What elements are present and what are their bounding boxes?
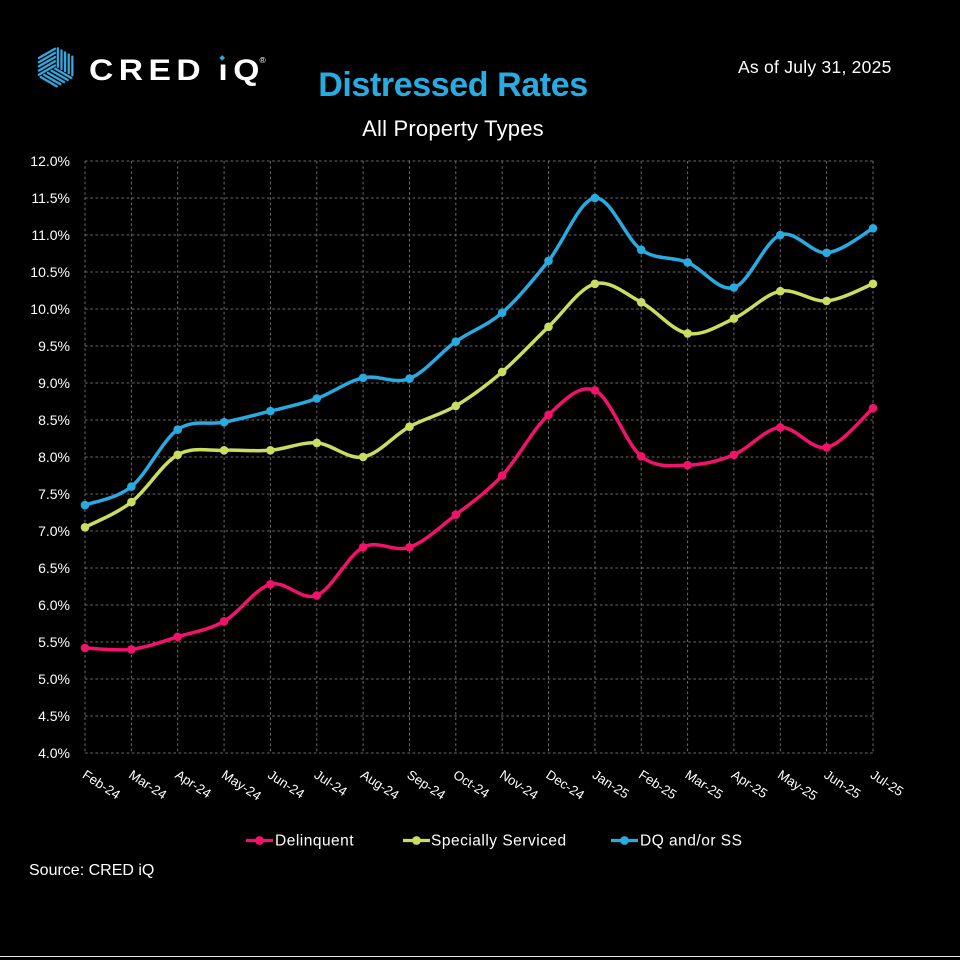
svg-text:Aug-24: Aug-24 (358, 767, 402, 803)
svg-text:Apr-24: Apr-24 (173, 767, 214, 801)
svg-text:Apr-25: Apr-25 (729, 767, 770, 801)
svg-text:Delinquent: Delinquent (275, 833, 354, 850)
svg-text:12.0%: 12.0% (30, 153, 70, 169)
svg-text:DQ and/or SS: DQ and/or SS (640, 833, 743, 850)
svg-text:Jun-25: Jun-25 (821, 767, 863, 802)
svg-text:10.0%: 10.0% (30, 301, 70, 317)
svg-text:Feb-24: Feb-24 (80, 767, 123, 802)
svg-text:9.0%: 9.0% (38, 375, 70, 391)
svg-text:Feb-25: Feb-25 (636, 767, 679, 802)
svg-text:May-25: May-25 (775, 767, 820, 804)
svg-text:Jun-24: Jun-24 (265, 767, 307, 802)
svg-text:Jul-25: Jul-25 (868, 767, 906, 799)
svg-text:4.5%: 4.5% (38, 708, 70, 724)
svg-text:11.0%: 11.0% (31, 227, 70, 243)
svg-text:Jan-25: Jan-25 (590, 767, 632, 802)
svg-text:9.5%: 9.5% (38, 338, 70, 354)
svg-text:Specially Serviced: Specially Serviced (431, 833, 567, 850)
svg-text:5.0%: 5.0% (38, 671, 70, 687)
svg-text:Sep-24: Sep-24 (404, 767, 448, 803)
svg-text:May-24: May-24 (219, 767, 264, 804)
svg-text:6.0%: 6.0% (38, 597, 70, 613)
svg-text:Dec-24: Dec-24 (543, 767, 587, 803)
svg-text:Oct-24: Oct-24 (451, 767, 492, 801)
svg-text:6.5%: 6.5% (38, 560, 70, 576)
svg-text:Jul-24: Jul-24 (312, 767, 350, 799)
svg-text:4.0%: 4.0% (38, 745, 70, 761)
svg-text:5.5%: 5.5% (38, 634, 70, 650)
svg-text:Mar-25: Mar-25 (682, 767, 725, 802)
svg-text:7.5%: 7.5% (38, 486, 70, 502)
svg-text:11.5%: 11.5% (31, 190, 70, 206)
svg-text:10.5%: 10.5% (30, 264, 70, 280)
svg-text:Nov-24: Nov-24 (497, 767, 541, 803)
svg-text:8.5%: 8.5% (38, 412, 70, 428)
svg-text:7.0%: 7.0% (38, 523, 70, 539)
svg-text:8.0%: 8.0% (38, 449, 70, 465)
svg-text:Mar-24: Mar-24 (126, 767, 169, 802)
